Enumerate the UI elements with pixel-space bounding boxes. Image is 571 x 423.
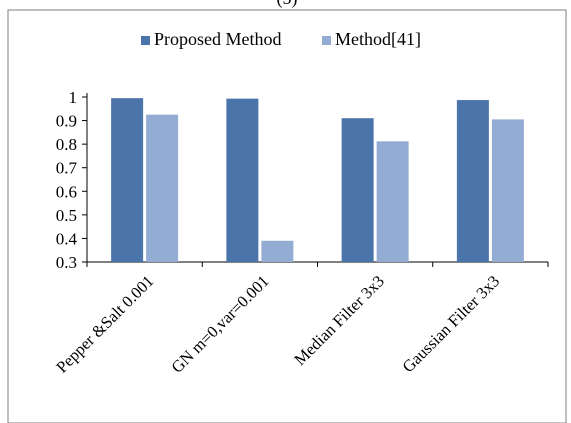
legend: Proposed Method Method[41]: [141, 29, 421, 49]
y-tick-label: 0.7: [56, 159, 78, 178]
bar-proposed-2: [341, 118, 374, 262]
y-tick-label: 0.5: [56, 206, 77, 225]
y-tick-label: 0.6: [56, 182, 77, 201]
bar-method41-1: [261, 240, 294, 262]
legend-swatch: [322, 36, 331, 45]
legend-swatch: [141, 36, 150, 45]
bar-proposed-0: [111, 98, 144, 262]
y-tick-label: 0.3: [56, 253, 77, 272]
legend-label: Proposed Method: [154, 29, 282, 49]
y-tick-label: 0.9: [56, 112, 77, 131]
bar-method41-0: [146, 114, 179, 262]
y-tick-label: 1: [69, 88, 78, 107]
top-caption: (5): [277, 0, 298, 9]
bar-proposed-3: [456, 100, 489, 262]
y-tick-label: 0.4: [56, 229, 78, 248]
bar-proposed-1: [226, 98, 259, 263]
bar-method41-2: [376, 141, 409, 262]
legend-label: Method[41]: [335, 29, 421, 49]
bar-method41-3: [491, 119, 524, 263]
y-tick-label: 0.8: [56, 135, 77, 154]
